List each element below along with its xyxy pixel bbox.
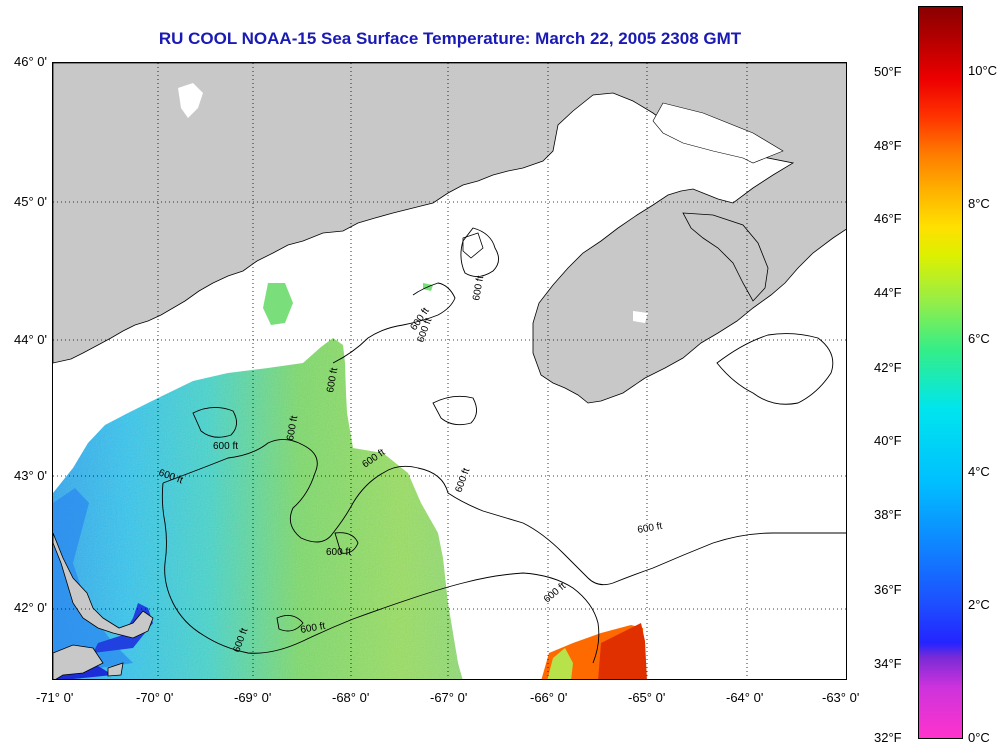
- colorbar-f-label: 32°F: [874, 730, 902, 745]
- lon-label: -65° 0': [628, 690, 666, 705]
- land-masses: [53, 63, 846, 679]
- contour-label: 600 ft: [471, 275, 486, 302]
- colorbar-f-label: 46°F: [874, 211, 902, 226]
- lon-label: -69° 0': [234, 690, 272, 705]
- sst-data-region: [53, 283, 647, 679]
- lat-label: 45° 0': [14, 194, 47, 209]
- colorbar-c-label: 8°C: [968, 196, 990, 211]
- lon-label: -71° 0': [36, 690, 74, 705]
- lon-label: -63° 0': [822, 690, 860, 705]
- colorbar-c-label: 4°C: [968, 464, 990, 479]
- contour-label: 600 ft: [325, 367, 340, 394]
- lon-label: -70° 0': [136, 690, 174, 705]
- lon-label: -66° 0': [530, 690, 568, 705]
- colorbar-f-label: 38°F: [874, 507, 902, 522]
- contour-label: 600 ft: [213, 441, 238, 452]
- lat-label: 43° 0': [14, 468, 47, 483]
- colorbar-f-label: 42°F: [874, 360, 902, 375]
- lon-label: -64° 0': [726, 690, 764, 705]
- contour-label: 600 ft: [453, 467, 472, 494]
- lat-label: 44° 0': [14, 332, 47, 347]
- colorbar-f-label: 48°F: [874, 138, 902, 153]
- contour-label: 600 ft: [285, 415, 300, 442]
- graticule: [53, 63, 846, 679]
- colorbar-c-label: 6°C: [968, 331, 990, 346]
- map-title: RU COOL NOAA-15 Sea Surface Temperature:…: [158, 29, 742, 48]
- lon-label: -68° 0': [332, 690, 370, 705]
- colorbar-c-label: 10°C: [968, 63, 998, 78]
- temperature-colorbar: [918, 6, 963, 739]
- colorbar-f-label: 34°F: [874, 656, 902, 671]
- contour-label: 600 ft: [326, 547, 351, 558]
- isobath-contours: [161, 227, 846, 664]
- contour-label: 600 ft: [300, 621, 327, 636]
- colorbar-f-label: 50°F: [874, 64, 902, 79]
- colorbar-f-label: 40°F: [874, 433, 902, 448]
- colorbar-c-label: 2°C: [968, 597, 990, 612]
- colorbar-f-label: 36°F: [874, 582, 902, 597]
- colorbar-c-label: 0°C: [968, 730, 990, 745]
- colorbar-f-label: 44°F: [874, 285, 902, 300]
- lat-label: 42° 0': [14, 600, 47, 615]
- lat-label: 46° 0': [14, 54, 47, 69]
- contour-label: 600 ft: [637, 521, 664, 536]
- sst-map: 600 ft 600 ft 600 ft 600 ft 600 ft 600 f…: [52, 62, 847, 680]
- lon-label: -67° 0': [430, 690, 468, 705]
- contour-label: 600 ft: [542, 581, 568, 606]
